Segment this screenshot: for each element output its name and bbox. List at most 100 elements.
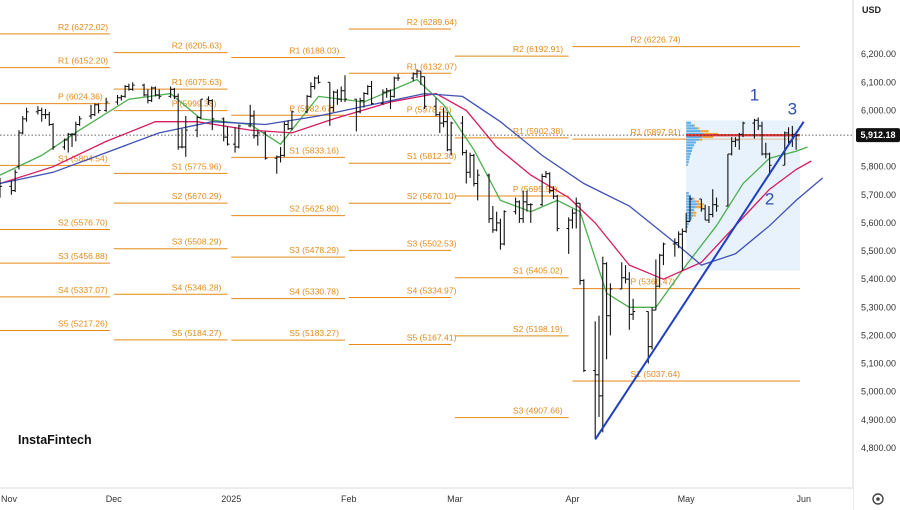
volume-profile-bar — [686, 121, 691, 124]
y-tick-label: 5,200.00 — [861, 330, 896, 340]
volume-profile-bar — [695, 206, 703, 209]
volume-profile-bar — [686, 163, 688, 167]
trend-lines — [594, 121, 805, 440]
pivot-label: R2 (6272.02) — [58, 22, 108, 32]
volume-profile-bar — [686, 155, 691, 158]
current-price-label: 5,912.18 — [860, 130, 895, 140]
volume-profile-bar — [686, 124, 695, 127]
volume-profile-bar — [686, 138, 699, 141]
pivot-label: R2 (6289.64) — [407, 17, 457, 27]
pivot-label: P (5695.52) — [513, 184, 558, 194]
volume-profile-range — [686, 120, 800, 271]
y-tick-label: 6,100.00 — [861, 77, 896, 87]
pivot-label: S2 (5670.10) — [407, 191, 457, 201]
volume-profile-bar — [686, 161, 689, 164]
y-tick-label: 5,800.00 — [861, 162, 896, 172]
moving-average-line — [0, 92, 824, 266]
pivot-label: P (6024.36) — [58, 92, 103, 102]
pivot-label: S2 (5670.29) — [172, 191, 222, 201]
pivot-label: S5 (5167.41) — [407, 333, 457, 343]
volume-profile-bar — [686, 135, 703, 138]
pivot-label: S1 (5833.16) — [289, 145, 339, 155]
volume-profile-bar — [686, 200, 696, 203]
pivot-label: R1 (5902.38) — [513, 126, 563, 136]
pivot-label: R1 (6132.07) — [407, 61, 457, 71]
x-tick-label: Dec — [106, 494, 123, 504]
y-tick-label: 5,500.00 — [861, 246, 896, 256]
volume-profile-bar — [686, 203, 698, 206]
y-tick-label: 4,800.00 — [861, 443, 896, 453]
pivot-label: S3 (4907.66) — [513, 406, 563, 416]
pivot-label: S2 (5198.19) — [513, 324, 563, 334]
wave-annotations: 1 2 3 — [750, 86, 797, 209]
pivot-label: R2 (6205.63) — [172, 41, 222, 51]
volume-profile-bar — [686, 127, 698, 130]
pivot-label: P (5999.38) — [172, 99, 217, 109]
pivot-levels: R2 (6272.02) R1 (6152.20) P (6024.36) S1 (5… — [0, 17, 800, 419]
instafintech-logo: InstaFintech — [18, 433, 92, 447]
pivot-label: P (5978.52) — [407, 104, 452, 114]
y-tick-label: 5,300.00 — [861, 302, 896, 312]
pivot-label: S1 (5804.54) — [58, 153, 108, 163]
pivot-label: S3 (5478.29) — [289, 245, 339, 255]
volume-profile-bar — [695, 200, 699, 203]
volume-profile-bar — [698, 138, 703, 141]
pivot-label: S4 (5337.07) — [58, 285, 108, 295]
x-tick-label: Feb — [341, 494, 357, 504]
pivot-label: S1 (5775.96) — [172, 161, 222, 171]
volume-profile-bar — [693, 214, 696, 217]
pivot-label: S3 (5456.88) — [58, 251, 108, 261]
pivot-label: S1 (5405.02) — [513, 266, 563, 276]
y-axis: 6,200.00 6,100.00 6,000.00 5,800.00 5,700.00… — [861, 49, 896, 453]
volume-profile-bar — [686, 206, 696, 209]
currency-label[interactable]: USD — [862, 5, 882, 15]
pivot-label: S4 (5334.97) — [407, 285, 457, 295]
volume-profile-bar — [686, 144, 695, 147]
y-tick-label: 5,600.00 — [861, 218, 896, 228]
x-tick-label: Nov — [1, 494, 18, 504]
volume-profile-bar — [692, 211, 697, 214]
x-tick-label: May — [678, 494, 696, 504]
y-tick-label: 6,200.00 — [861, 49, 896, 59]
pivot-label: R2 (6192.91) — [513, 44, 563, 54]
current-price-tag: 5,912.18 — [856, 128, 900, 143]
volume-profile-bar — [686, 152, 691, 155]
y-tick-label: 6,000.00 — [861, 105, 896, 115]
pivot-label: S3 (5502.53) — [407, 238, 457, 248]
trend-line — [594, 121, 805, 440]
moving-average-line — [0, 92, 812, 280]
x-axis: Nov Dec 2025 Feb Mar Apr May Jun — [1, 494, 811, 504]
pivot-label: P (5366.47) — [630, 277, 675, 287]
x-tick-label: Mar — [447, 494, 463, 504]
volume-profile-bar — [686, 222, 689, 226]
volume-profile-bar — [686, 158, 690, 161]
volume-profile-bar — [686, 146, 693, 150]
pivot-label: S5 (5217.26) — [58, 319, 108, 329]
y-tick-label: 4,900.00 — [861, 415, 896, 425]
volume-profile-bar — [697, 127, 700, 130]
volume-profile-bar — [686, 225, 688, 228]
y-tick-label: 5,100.00 — [861, 359, 896, 369]
pivot-label: S1 (5037.64) — [630, 369, 680, 379]
wave-label: 1 — [750, 86, 759, 105]
gear-icon[interactable] — [872, 493, 884, 505]
pivot-label: S3 (5508.29) — [172, 237, 222, 247]
pivot-label: S2 (5576.70) — [58, 217, 108, 227]
price-bars — [0, 69, 799, 439]
y-tick-label: 5,000.00 — [861, 387, 896, 397]
y-tick-label: 5,400.00 — [861, 274, 896, 284]
wave-label: 2 — [765, 190, 774, 209]
x-tick-label: Apr — [565, 494, 579, 504]
pivot-label: S5 (5184.27) — [172, 328, 222, 338]
volume-profile-bar — [686, 130, 701, 133]
pivot-label: R2 (6226.74) — [630, 35, 680, 45]
x-tick-label: Jun — [796, 494, 811, 504]
price-tag-background — [856, 128, 900, 143]
pivot-label: R1 (5897.91) — [630, 127, 680, 137]
volume-profile-bar — [702, 135, 714, 138]
x-axis-panel — [0, 488, 853, 510]
y-axis-panel — [853, 0, 900, 510]
volume-profile-bar — [686, 141, 696, 144]
pivot-label: R1 (6188.03) — [289, 46, 339, 56]
